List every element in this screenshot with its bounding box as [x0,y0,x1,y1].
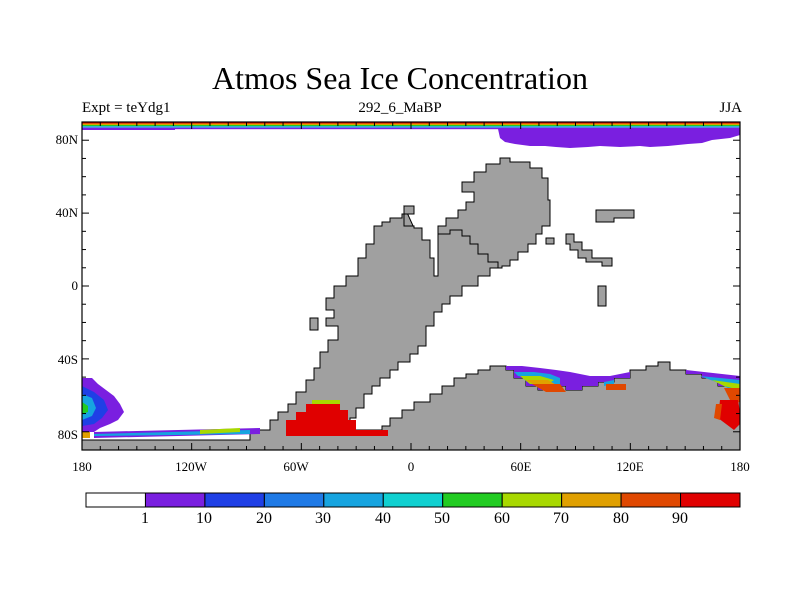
legend-label: 50 [434,510,450,527]
legend-label: 70 [553,510,569,527]
legend-swatch [501,492,563,508]
y-tick-label: 80N [55,132,78,147]
axis-ticks [81,121,741,451]
legend-swatch [85,492,146,508]
land-island-5 [545,237,555,245]
legend-label: 20 [256,510,272,527]
legend-label: 60 [494,510,510,527]
x-tick-label: 0 [407,459,415,474]
land-island-3 [565,233,613,267]
y-tick-label: 40S [57,352,78,367]
experiment-label: Expt = teYdg1 [82,100,171,116]
legend-label: 30 [315,510,331,527]
x-tick-label: 60E [510,459,532,474]
legend-swatch [442,492,503,508]
legend-swatch [620,492,682,508]
y-tick-label: 0 [71,278,79,293]
legend-label: 10 [196,510,212,527]
land-island-4 [597,285,607,307]
x-tick-label: 180 [72,459,92,474]
legend-label: 90 [672,510,688,527]
land-masses [81,157,741,451]
x-tick-label: 180 [730,459,750,474]
legend-swatch [680,492,741,508]
land-island-1 [309,317,319,331]
weddell-ice [286,400,388,436]
legend-label: 1 [141,510,149,527]
legend-swatch [561,492,622,508]
legend-swatch [323,492,384,508]
land-island-2 [595,209,635,223]
legend-colorbar [85,492,741,508]
x-tick-label: 60W [283,459,309,474]
y-tick-label: 40N [55,205,78,220]
x-tick-label: 120W [175,459,207,474]
legend-swatch [263,492,325,508]
arctic-ice-purple-left [82,129,175,130]
legend-swatch [204,492,265,508]
period-label: 292_6_MaBP [358,100,442,116]
legend-swatch [144,492,206,508]
indian-ocean-ice [506,366,630,392]
ross-ice [686,370,740,430]
legend-label: 40 [375,510,391,527]
arctic-ice-purple-right [498,129,740,148]
antarctic-ice-left [82,378,260,438]
legend-swatch [382,492,444,508]
season-label: JJA [719,100,742,116]
map-title: Atmos Sea Ice Concentration [212,60,588,96]
x-tick-label: 120E [616,459,644,474]
y-tick-label: 80S [57,427,78,442]
legend-label: 80 [613,510,629,527]
